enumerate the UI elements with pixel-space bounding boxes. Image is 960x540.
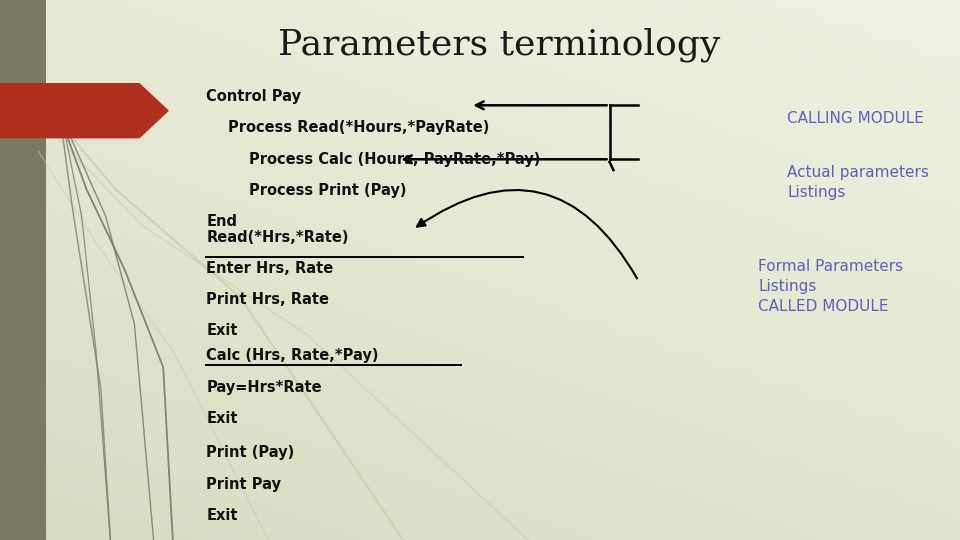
- Text: Parameters terminology: Parameters terminology: [278, 27, 720, 62]
- Text: Enter Hrs, Rate: Enter Hrs, Rate: [206, 261, 334, 276]
- Polygon shape: [0, 84, 168, 138]
- Text: Exit: Exit: [206, 508, 238, 523]
- Text: Read(*Hrs,*Rate): Read(*Hrs,*Rate): [206, 230, 348, 245]
- Text: Process Print (Pay): Process Print (Pay): [249, 183, 406, 198]
- Text: Pay=Hrs*Rate: Pay=Hrs*Rate: [206, 380, 322, 395]
- Bar: [0, 0, 46, 540]
- Text: Exit: Exit: [206, 411, 238, 426]
- Text: Exit: Exit: [206, 323, 238, 339]
- Text: Print Pay: Print Pay: [206, 477, 281, 492]
- Text: Actual parameters
Listings: Actual parameters Listings: [787, 165, 929, 199]
- Text: Print (Pay): Print (Pay): [206, 446, 295, 461]
- FancyArrowPatch shape: [417, 190, 637, 279]
- Text: Formal Parameters
Listings
CALLED MODULE: Formal Parameters Listings CALLED MODULE: [758, 259, 903, 314]
- Text: Process Calc (Hours, PayRate,*Pay): Process Calc (Hours, PayRate,*Pay): [249, 152, 540, 167]
- Text: Print Hrs, Rate: Print Hrs, Rate: [206, 292, 329, 307]
- Text: Control Pay: Control Pay: [206, 89, 301, 104]
- Text: Process Read(*Hours,*PayRate): Process Read(*Hours,*PayRate): [228, 120, 489, 136]
- Text: Calc (Hrs, Rate,*Pay): Calc (Hrs, Rate,*Pay): [206, 348, 379, 363]
- Text: End: End: [206, 214, 237, 230]
- Text: CALLING MODULE: CALLING MODULE: [787, 111, 924, 126]
